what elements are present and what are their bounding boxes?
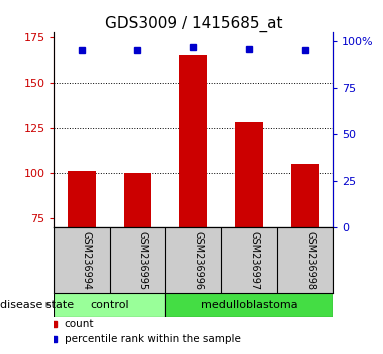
Text: count: count: [65, 319, 94, 329]
Text: control: control: [90, 299, 129, 309]
Bar: [291, 164, 319, 227]
Text: GSM236996: GSM236996: [193, 231, 203, 290]
Text: percentile rank within the sample: percentile rank within the sample: [65, 334, 241, 344]
Bar: [68, 171, 96, 227]
Text: GSM236997: GSM236997: [249, 231, 259, 290]
Bar: [124, 173, 152, 227]
Title: GDS3009 / 1415685_at: GDS3009 / 1415685_at: [105, 16, 282, 32]
Bar: [165, 293, 333, 316]
Text: disease state: disease state: [0, 299, 74, 309]
Text: medulloblastoma: medulloblastoma: [201, 299, 298, 309]
Text: GSM236998: GSM236998: [305, 231, 315, 290]
Bar: [179, 55, 208, 227]
Bar: [54, 293, 165, 316]
Bar: [235, 122, 264, 227]
Text: GSM236994: GSM236994: [82, 231, 92, 290]
Text: GSM236995: GSM236995: [137, 231, 147, 290]
